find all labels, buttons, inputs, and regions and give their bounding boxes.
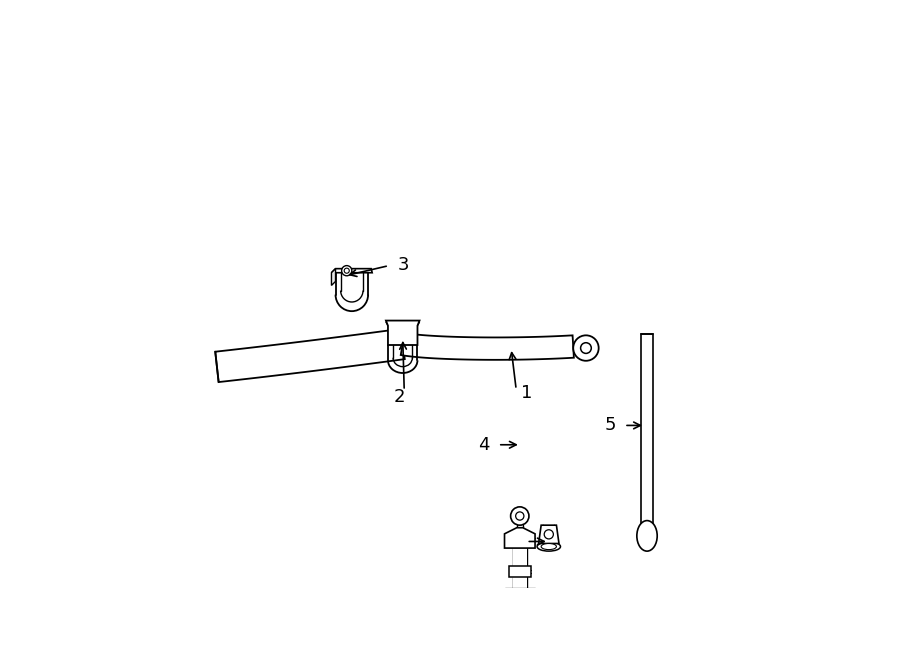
Polygon shape [400, 333, 574, 360]
Text: 5: 5 [605, 416, 617, 434]
Polygon shape [331, 268, 373, 273]
Circle shape [510, 615, 529, 634]
Polygon shape [386, 321, 419, 345]
Text: 3: 3 [398, 256, 410, 274]
Circle shape [510, 507, 529, 525]
Circle shape [573, 335, 598, 361]
Polygon shape [331, 268, 336, 286]
Circle shape [580, 342, 591, 354]
Text: 1: 1 [521, 384, 532, 402]
Circle shape [342, 266, 352, 276]
Ellipse shape [637, 521, 657, 551]
Polygon shape [641, 334, 653, 536]
Polygon shape [215, 329, 405, 382]
Polygon shape [538, 525, 559, 543]
Text: 4: 4 [478, 436, 490, 453]
Text: 2: 2 [393, 389, 405, 407]
Ellipse shape [537, 542, 561, 551]
Text: 6: 6 [507, 533, 518, 551]
Circle shape [544, 529, 554, 539]
Bar [513, 577, 526, 595]
Polygon shape [508, 566, 531, 577]
Bar [513, 548, 526, 566]
Polygon shape [505, 527, 536, 548]
Polygon shape [505, 595, 536, 615]
Circle shape [516, 620, 524, 629]
Circle shape [516, 512, 524, 520]
Circle shape [344, 268, 349, 273]
Ellipse shape [541, 543, 556, 549]
